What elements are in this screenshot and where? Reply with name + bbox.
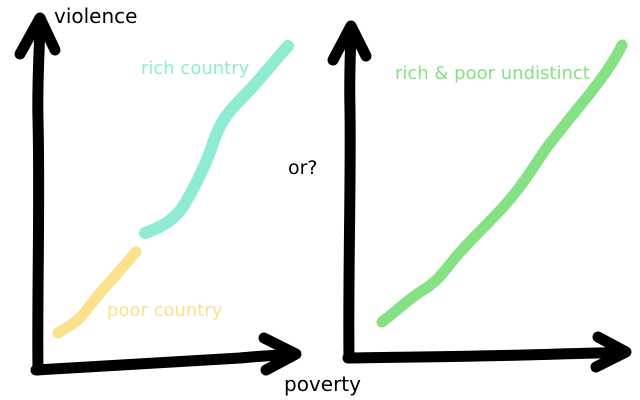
undistinct-line <box>376 39 628 328</box>
or-label: or? <box>288 157 318 179</box>
right-y-axis <box>343 22 357 364</box>
right-x-arrowhead <box>590 331 632 373</box>
left-y-arrowhead <box>14 12 61 60</box>
left-x-axis <box>30 348 300 376</box>
left-axes <box>14 12 302 376</box>
left-y-axis <box>32 14 46 376</box>
poor-country-label: poor country <box>107 300 223 321</box>
y-axis-label: violence <box>54 4 138 28</box>
rich-country-line <box>139 40 294 239</box>
rich-country-label: rich country <box>141 58 250 79</box>
right-axes <box>327 20 632 373</box>
x-axis-label: poverty <box>284 372 361 396</box>
right-x-axis <box>342 346 630 364</box>
right-y-arrowhead <box>327 20 372 66</box>
poor-country-line <box>52 246 142 339</box>
undistinct-label: rich & poor undistinct <box>395 63 590 84</box>
left-x-arrowhead <box>258 332 302 376</box>
